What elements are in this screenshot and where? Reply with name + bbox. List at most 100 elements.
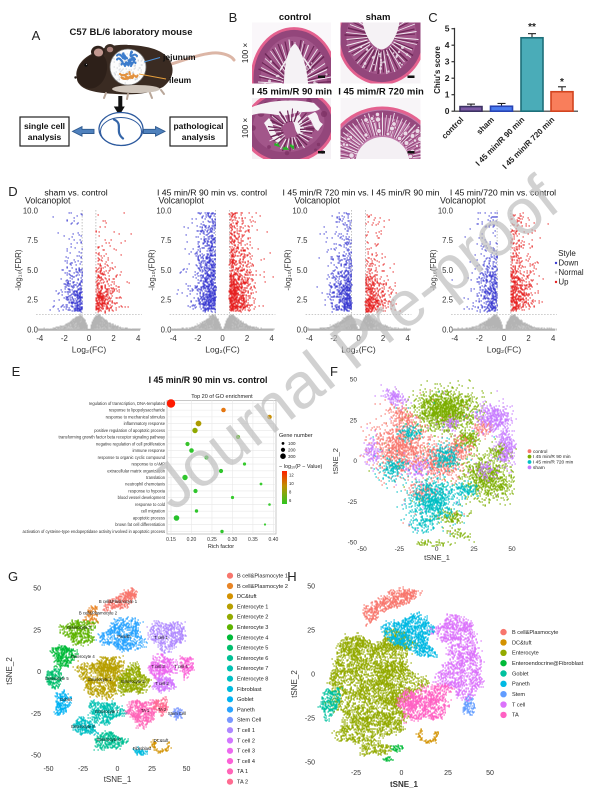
svg-text:− log₁₀(P − Value): − log₁₀(P − Value) (279, 464, 323, 470)
svg-text:Volcanoplot: Volcanoplot (25, 196, 71, 206)
svg-text:5.0: 5.0 (442, 266, 454, 275)
svg-text:response to cAMP: response to cAMP (132, 462, 166, 467)
svg-text:-2: -2 (61, 334, 68, 343)
svg-text:tSNE_2: tSNE_2 (5, 657, 14, 685)
svg-text:Stem Cell: Stem Cell (168, 711, 186, 716)
svg-text:0.40: 0.40 (269, 537, 279, 543)
svg-text:**: ** (528, 22, 536, 33)
svg-text:tSNE_1: tSNE_1 (390, 780, 419, 789)
svg-text:0: 0 (37, 669, 41, 676)
svg-text:0: 0 (220, 334, 225, 343)
svg-text:response to mechanical stimulu: response to mechanical stimulus (106, 414, 165, 419)
svg-text:Enterocyte 5: Enterocyte 5 (45, 676, 69, 681)
svg-text:neutrophil chemotaxis: neutrophil chemotaxis (125, 482, 165, 487)
svg-text:4: 4 (445, 40, 450, 50)
svg-text:Enterocyte 6: Enterocyte 6 (237, 656, 268, 662)
svg-text:I 45 mim/R 720 min: I 45 mim/R 720 min (338, 87, 424, 98)
svg-text:Stem Cell: Stem Cell (237, 718, 261, 724)
svg-text:-50: -50 (305, 760, 315, 767)
svg-text:response to cold: response to cold (135, 502, 166, 507)
svg-text:Gene number: Gene number (279, 433, 313, 439)
svg-text:8: 8 (289, 490, 292, 495)
svg-text:25: 25 (444, 770, 452, 777)
svg-text:-50: -50 (31, 753, 41, 760)
svg-text:0: 0 (116, 766, 120, 773)
svg-text:0: 0 (445, 106, 450, 116)
svg-text:TA 1: TA 1 (141, 708, 150, 713)
svg-text:4: 4 (406, 334, 411, 343)
svg-text:B cell&Plasmocyte 2: B cell&Plasmocyte 2 (237, 584, 288, 590)
svg-text:Log₂(FC): Log₂(FC) (341, 345, 376, 355)
svg-text:0.0: 0.0 (161, 325, 173, 334)
svg-text:positive regulation of apoptot: positive regulation of apoptotic process (94, 428, 165, 433)
svg-text:C: C (428, 10, 437, 25)
svg-text:Log₂(FC): Log₂(FC) (72, 345, 107, 355)
svg-text:0.30: 0.30 (228, 537, 238, 543)
svg-text:Enterocyte 1: Enterocyte 1 (88, 677, 112, 682)
svg-text:T cell 1: T cell 1 (237, 728, 255, 734)
svg-text:10.0: 10.0 (23, 206, 39, 215)
svg-text:-50: -50 (43, 766, 53, 773)
svg-text:Fibroblast: Fibroblast (237, 687, 262, 693)
svg-text:25: 25 (307, 628, 315, 635)
svg-text:2.5: 2.5 (27, 296, 39, 305)
svg-text:7.5: 7.5 (442, 236, 454, 245)
svg-text:-2: -2 (330, 334, 337, 343)
svg-text:*: * (560, 77, 564, 88)
svg-text:0.15: 0.15 (166, 537, 176, 543)
svg-text:Volcanoplot: Volcanoplot (295, 196, 341, 206)
svg-text:Enterocyte 4: Enterocyte 4 (237, 635, 268, 641)
svg-text:control: control (533, 449, 547, 455)
svg-text:inflammatory response: inflammatory response (124, 421, 166, 426)
svg-text:Rich factor: Rich factor (208, 544, 234, 550)
svg-text:2.5: 2.5 (442, 296, 454, 305)
svg-text:activation of cysteine-type en: activation of cysteine-type endopeptidas… (23, 529, 165, 534)
svg-text:pathological: pathological (173, 121, 223, 131)
svg-text:-25: -25 (31, 711, 41, 718)
svg-text:T cell 2: T cell 2 (237, 738, 255, 744)
svg-text:0.20: 0.20 (187, 537, 197, 543)
svg-text:4: 4 (136, 334, 141, 343)
svg-text:-2: -2 (476, 334, 483, 343)
svg-text:negative regulation of cell pr: negative regulation of cell proliferatio… (96, 441, 166, 446)
svg-text:TA 2: TA 2 (237, 780, 248, 786)
svg-text:6: 6 (289, 498, 292, 503)
svg-text:Enterocyte 5: Enterocyte 5 (237, 646, 268, 652)
svg-text:0: 0 (356, 334, 361, 343)
svg-text:-25: -25 (395, 546, 405, 553)
svg-text:brown fat cell differentiation: brown fat cell differentiation (115, 522, 165, 527)
svg-text:Enterocyte 3: Enterocyte 3 (67, 625, 91, 630)
svg-text:0.25: 0.25 (207, 537, 217, 543)
svg-text:4: 4 (551, 334, 556, 343)
svg-text:cell migration: cell migration (141, 509, 166, 514)
svg-text:I 45 min/R 90 min vs. control: I 45 min/R 90 min vs. control (149, 375, 268, 385)
svg-text:T cell 3: T cell 3 (237, 749, 255, 755)
svg-text:Goblet: Goblet (237, 697, 254, 703)
svg-text:-4: -4 (451, 334, 459, 343)
svg-text:B cell&Plasmocyte 1: B cell&Plasmocyte 1 (99, 599, 138, 604)
svg-text:-4: -4 (170, 334, 178, 343)
svg-text:0.0: 0.0 (27, 325, 39, 334)
svg-text:-log₁₀(FDR): -log₁₀(FDR) (148, 249, 157, 290)
svg-text:0.35: 0.35 (248, 537, 258, 543)
svg-text:5.0: 5.0 (297, 266, 309, 275)
svg-text:50: 50 (508, 546, 516, 553)
svg-text:ileum: ileum (169, 75, 192, 85)
svg-text:Enterocyte 3: Enterocyte 3 (237, 625, 268, 631)
svg-text:2.5: 2.5 (297, 296, 309, 305)
svg-text:Volcanoplot: Volcanoplot (159, 196, 205, 206)
svg-text:0: 0 (87, 334, 92, 343)
svg-text:2: 2 (381, 334, 385, 343)
svg-text:tSNE_2: tSNE_2 (331, 448, 340, 474)
svg-text:Normal: Normal (559, 268, 584, 277)
svg-text:blood vessel development: blood vessel development (118, 495, 166, 500)
svg-text:F: F (330, 364, 338, 379)
svg-text:Enterocyte 1: Enterocyte 1 (237, 604, 268, 610)
svg-text:2: 2 (111, 334, 115, 343)
svg-text:response to lipopolysaccharide: response to lipopolysaccharide (109, 408, 166, 413)
svg-text:100 ×: 100 × (241, 118, 250, 139)
svg-text:Enterocyte 2: Enterocyte 2 (237, 615, 268, 621)
svg-text:jejunum: jejunum (162, 52, 196, 62)
svg-text:7.5: 7.5 (27, 236, 39, 245)
svg-text:tSNE_2: tSNE_2 (290, 670, 299, 698)
